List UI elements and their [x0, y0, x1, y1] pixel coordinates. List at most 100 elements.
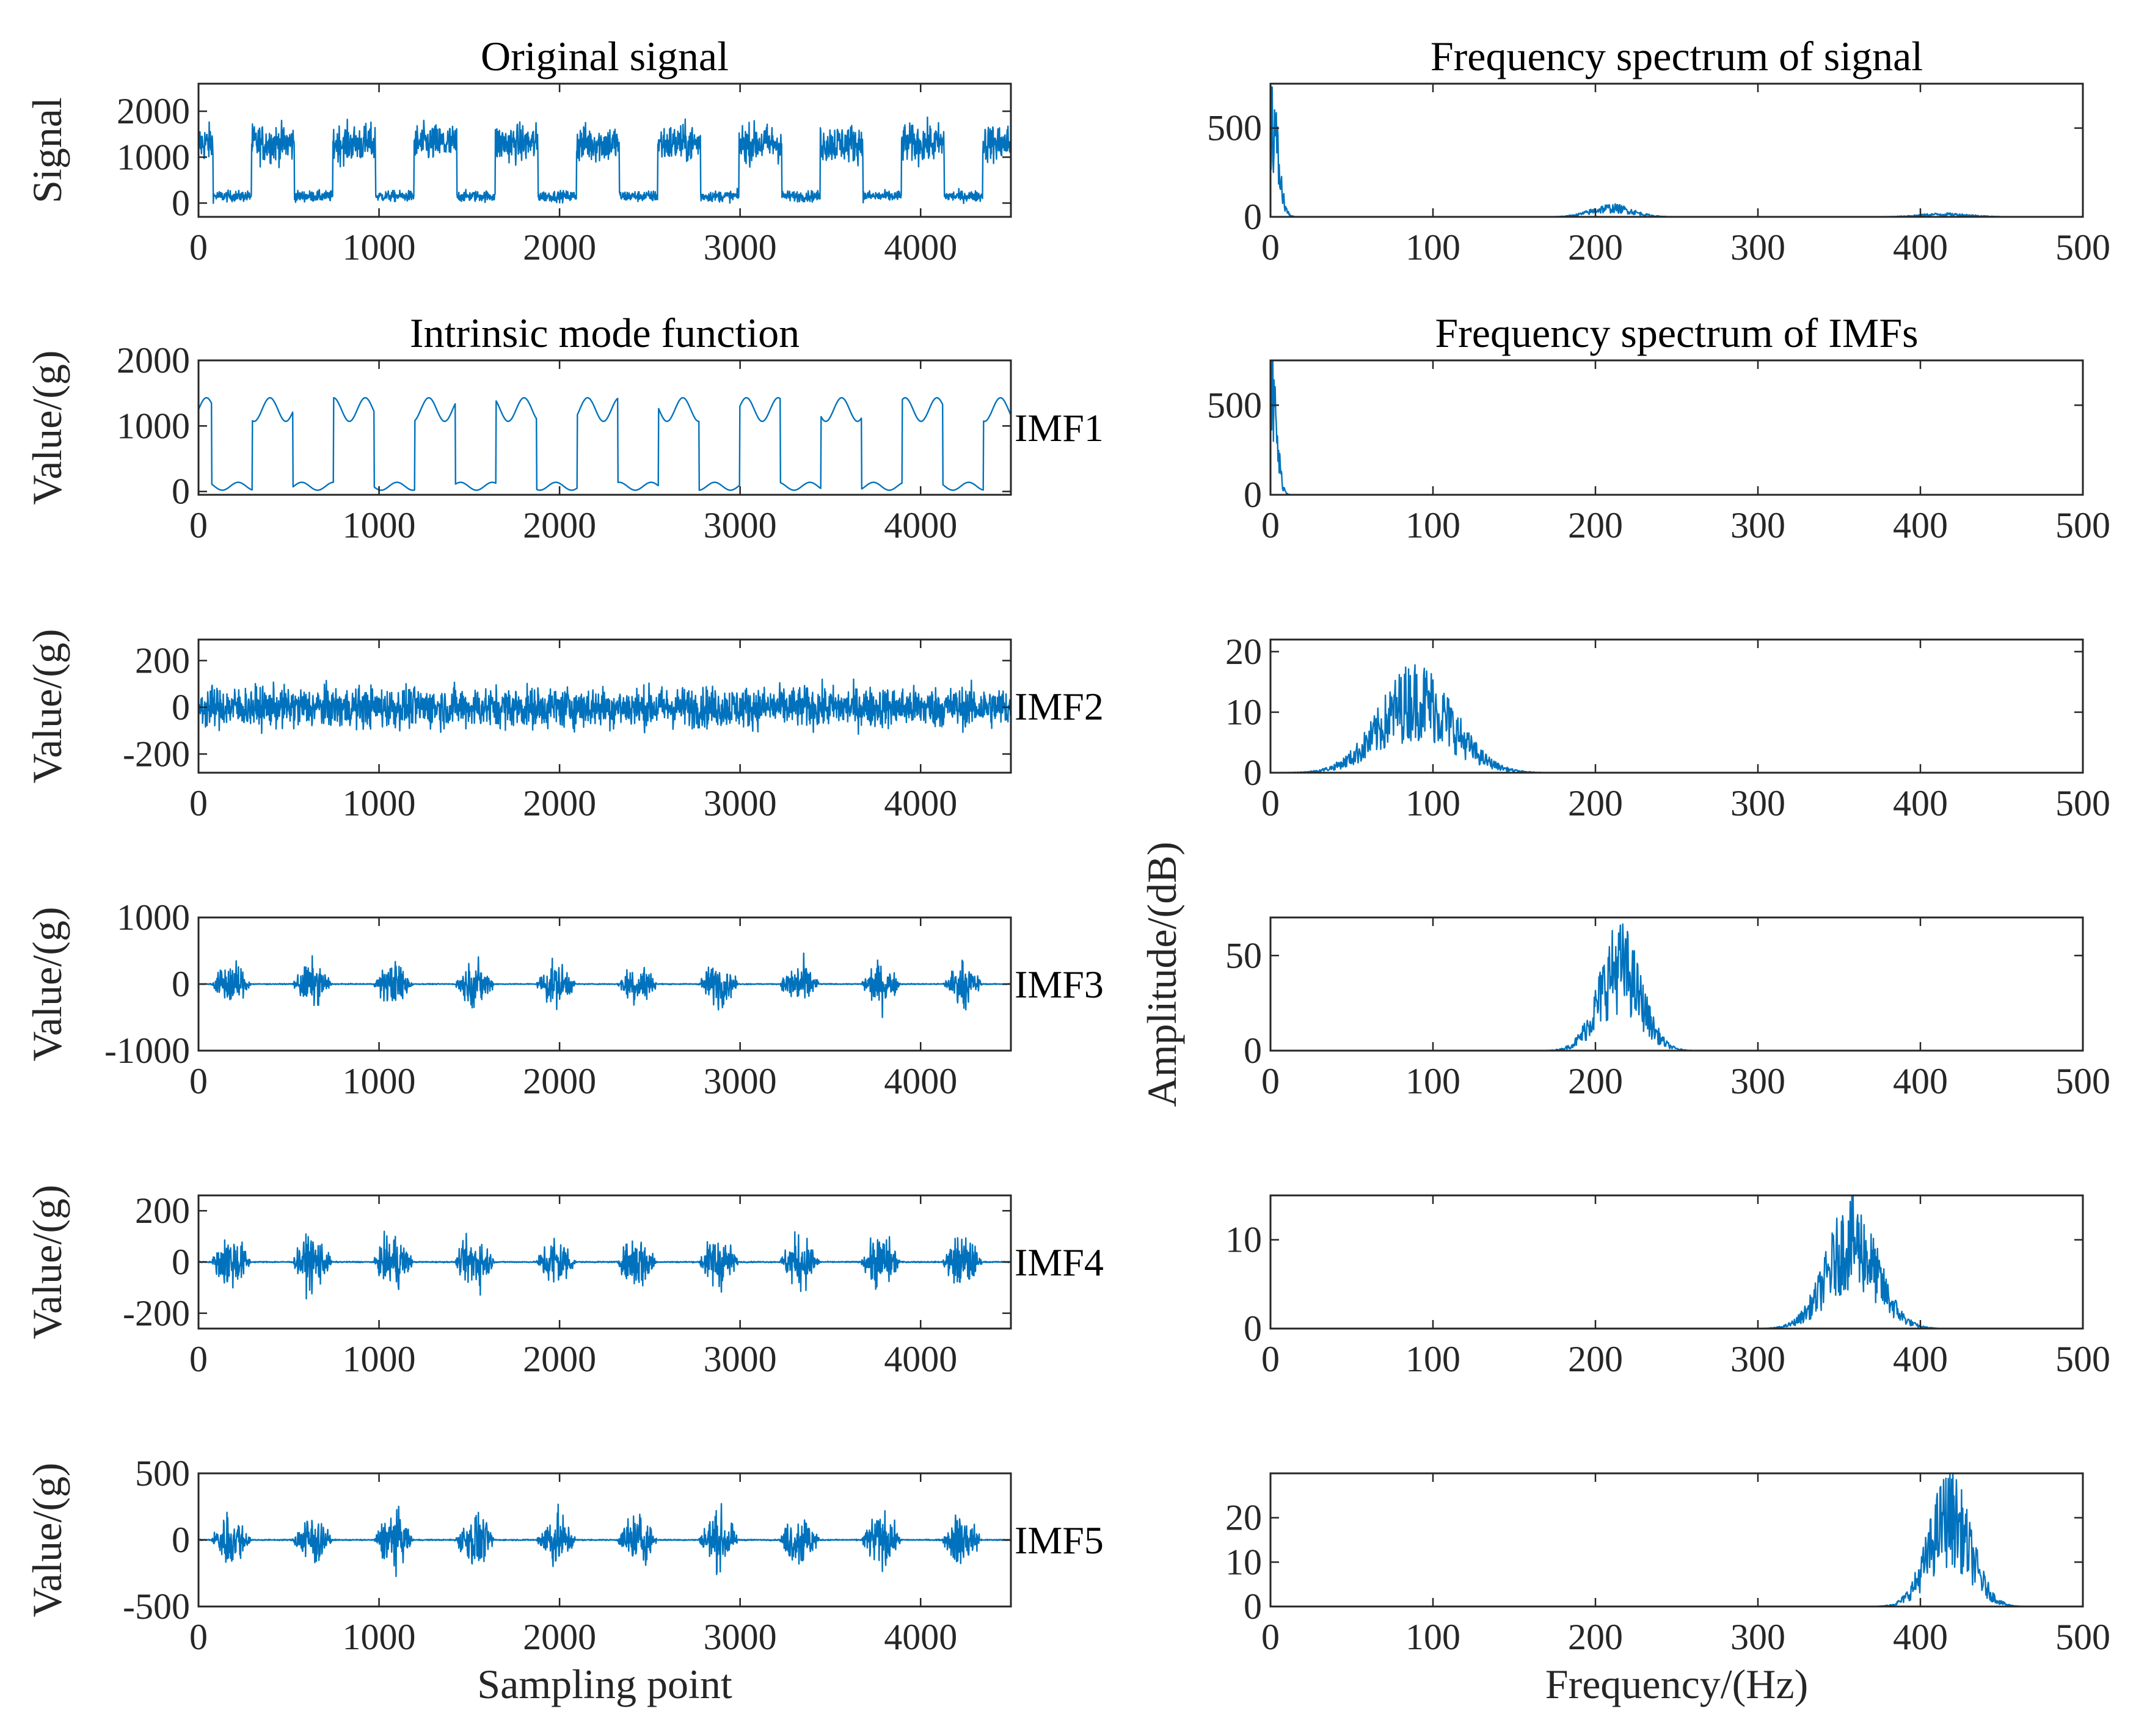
- imf2_fft-ytick-label: 0: [1244, 753, 1262, 793]
- imf4_fft-ytick-label: 10: [1225, 1220, 1262, 1260]
- sig-panel: [197, 82, 1012, 218]
- imf1-xtick-label: 0: [189, 505, 208, 545]
- imf3-ytick-label: 0: [172, 964, 190, 1004]
- imf1-ylabel: Value/(g): [24, 350, 70, 505]
- sig-ytick-label: 2000: [117, 91, 190, 131]
- imf1_fft-ytick-label: 0: [1244, 475, 1262, 515]
- imf4-ytick-label: -200: [123, 1293, 190, 1333]
- imf2-ytick-label: 200: [135, 640, 190, 680]
- imf4-ylabel: Value/(g): [24, 1184, 70, 1339]
- imf2-ytick-label: -200: [123, 734, 190, 774]
- imf4_fft-axes-frame: [1269, 1194, 2084, 1330]
- imf2-xtick-label: 1000: [343, 783, 416, 823]
- imf3_fft-xtick-label: 100: [1405, 1061, 1460, 1101]
- imf3-xtick-label: 3000: [704, 1061, 777, 1101]
- imf2_fft-xtick-label: 500: [2055, 783, 2110, 823]
- imf4-imf-label: IMF4: [1015, 1241, 1104, 1284]
- imf3-ytick-label: 1000: [117, 897, 190, 938]
- imf3-series-line: [198, 952, 1012, 1018]
- imf1-imf-label: IMF1: [1015, 406, 1104, 450]
- imf4-ytick-label: 200: [135, 1191, 190, 1231]
- imf3_fft-xtick-label: 200: [1568, 1061, 1623, 1101]
- imf4_fft-xtick-label: 200: [1568, 1339, 1623, 1379]
- imf5-xtick-label: 0: [189, 1617, 208, 1657]
- imf2_fft-ytick-label: 10: [1225, 692, 1262, 732]
- imf1-xtick-label: 4000: [884, 505, 957, 545]
- imf2_fft-xtick-label: 0: [1261, 783, 1280, 823]
- sig_fft-title: Frequency spectrum of signal: [1431, 33, 1923, 79]
- imf5-ytick-label: -500: [123, 1586, 190, 1627]
- imf1-axes-frame: [197, 359, 1012, 496]
- imf5-ylabel: Value/(g): [24, 1462, 70, 1617]
- imf4-xtick-label: 2000: [523, 1339, 596, 1379]
- imf1_fft-series-line: [1269, 359, 2083, 496]
- imf3_fft-xtick-label: 500: [2055, 1061, 2110, 1101]
- sig_fft-xtick-label: 300: [1730, 227, 1785, 268]
- imf2-xtick-label: 2000: [523, 783, 596, 823]
- imf3-panel: [197, 916, 1012, 1052]
- imf3-xtick-label: 0: [189, 1061, 208, 1101]
- imf1_fft-xtick-label: 400: [1893, 505, 1948, 545]
- imf1-ytick-label: 0: [172, 472, 190, 512]
- imf2_fft-ytick-label: 20: [1225, 632, 1262, 672]
- imf2-series-line: [197, 678, 1012, 735]
- imf1-xtick-label: 1000: [343, 505, 416, 545]
- imf5_fft-xtick-label: 200: [1568, 1617, 1623, 1657]
- imf3_fft-axes-frame: [1269, 916, 2084, 1052]
- imf5-xtick-label: 2000: [523, 1617, 596, 1657]
- imf4_fft-xtick-label: 400: [1893, 1339, 1948, 1379]
- imf5_fft-xtick-label: 100: [1405, 1617, 1460, 1657]
- imf5_fft-ytick-label: 10: [1225, 1542, 1262, 1582]
- imf5_fft-axes-frame: [1269, 1472, 2084, 1608]
- imf1-ytick-label: 2000: [117, 340, 190, 381]
- imf4_fft-xtick-label: 300: [1730, 1339, 1785, 1379]
- sig_fft-xtick-label: 100: [1405, 227, 1460, 268]
- imf1_fft-xtick-label: 0: [1261, 505, 1280, 545]
- imf2-ylabel: Value/(g): [24, 629, 70, 783]
- sig_fft-panel: [1269, 82, 2084, 218]
- imf2_fft-axes-frame: [1269, 638, 2084, 774]
- imf3_fft-xtick-label: 400: [1893, 1061, 1948, 1101]
- imf1_fft-xtick-label: 100: [1405, 505, 1460, 545]
- sig_fft-ytick-label: 0: [1244, 197, 1262, 237]
- imf4_fft-xtick-label: 500: [2055, 1339, 2110, 1379]
- sig-xtick-label: 2000: [523, 227, 596, 268]
- imf5_fft-xtick-label: 400: [1893, 1617, 1948, 1657]
- imf4_fft-panel: [1269, 1194, 2084, 1330]
- imf5_fft-xlabel: Frequency/(Hz): [1545, 1661, 1808, 1707]
- imf1_fft-title: Frequency spectrum of IMFs: [1435, 310, 1918, 356]
- imf4-xtick-label: 0: [189, 1339, 208, 1379]
- imf5-ytick-label: 500: [135, 1453, 190, 1493]
- imf2-xtick-label: 0: [189, 783, 208, 823]
- sig-xtick-label: 1000: [343, 227, 416, 268]
- imf5-xtick-label: 4000: [884, 1617, 957, 1657]
- imf1_fft-xtick-label: 500: [2055, 505, 2110, 545]
- imf4_fft-ytick-label: 0: [1244, 1308, 1262, 1349]
- sig-ylabel: Signal: [24, 97, 70, 203]
- imf1-ytick-label: 1000: [117, 406, 190, 446]
- imf2-panel: [197, 638, 1012, 774]
- sig_fft-xtick-label: 500: [2055, 227, 2110, 268]
- imf1-panel: [197, 359, 1012, 496]
- imf5_fft-xtick-label: 500: [2055, 1617, 2110, 1657]
- sig_fft-series-line: [1269, 86, 2083, 218]
- sig_fft-xtick-label: 0: [1261, 227, 1280, 268]
- sig-ytick-label: 0: [172, 183, 190, 223]
- imf4_fft-series-line: [1270, 1195, 2083, 1330]
- imf3_fft-panel: [1269, 916, 2084, 1052]
- imf3-xtick-label: 1000: [343, 1061, 416, 1101]
- imf4-series-line: [198, 1230, 1012, 1300]
- imf2-imf-label: IMF2: [1015, 685, 1104, 728]
- imf4_fft-xtick-label: 0: [1261, 1339, 1280, 1379]
- imf1-xtick-label: 3000: [704, 505, 777, 545]
- imf2_fft-xtick-label: 200: [1568, 783, 1623, 823]
- imf3_fft-xtick-label: 0: [1261, 1061, 1280, 1101]
- imf1_fft-axes-frame: [1269, 359, 2084, 496]
- imf4-xtick-label: 4000: [884, 1339, 957, 1379]
- imf1_fft-xtick-label: 300: [1730, 505, 1785, 545]
- imf5-xlabel: Sampling point: [477, 1661, 732, 1707]
- sig-xtick-label: 3000: [704, 227, 777, 268]
- sig_fft-ytick-label: 500: [1207, 108, 1262, 148]
- imf5-xtick-label: 1000: [343, 1617, 416, 1657]
